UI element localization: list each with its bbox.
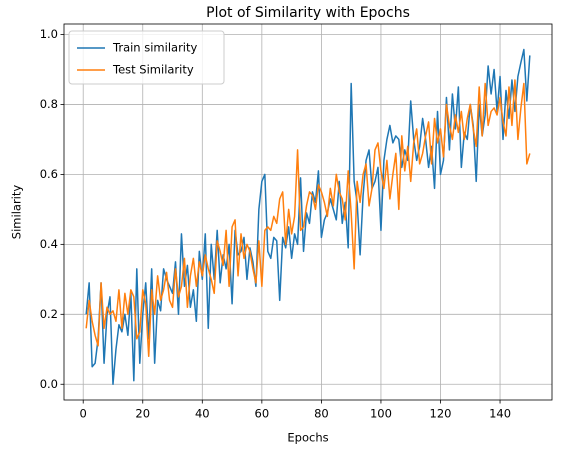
plot-lines	[85, 48, 531, 386]
y-tick-label: 0.8	[40, 97, 58, 111]
legend-label: Train similarity	[112, 41, 198, 55]
ticks: 0 20 40 60 80 100 120 140 0.0 0.2 0.4 0.6 0.8 1.0	[40, 27, 511, 421]
x-axis-label: Epochs	[287, 431, 328, 445]
axes-frame	[63, 23, 553, 401]
y-tick-label: 0.2	[40, 307, 58, 321]
legend-label: Test Similarity	[112, 63, 194, 77]
y-axis-label: Similarity	[10, 185, 24, 240]
y-tick-label: 0.0	[40, 377, 58, 391]
x-tick-label: 100	[370, 407, 392, 421]
series-line	[85, 79, 531, 358]
x-tick-label: 120	[430, 407, 452, 421]
x-tick-label: 140	[489, 407, 511, 421]
x-tick-label: 0	[80, 407, 87, 421]
y-tick-label: 1.0	[40, 27, 58, 41]
chart-title: Plot of Similarity with Epochs	[206, 5, 410, 21]
legend-box	[68, 30, 225, 85]
y-tick-label: 0.4	[40, 237, 58, 251]
legend: Train similarity Test Similarity	[68, 30, 225, 85]
x-tick-label: 40	[195, 407, 210, 421]
x-tick-label: 80	[314, 407, 329, 421]
x-tick-label: 20	[135, 407, 150, 421]
y-tick-label: 0.6	[40, 167, 58, 181]
x-tick-label: 60	[255, 407, 270, 421]
